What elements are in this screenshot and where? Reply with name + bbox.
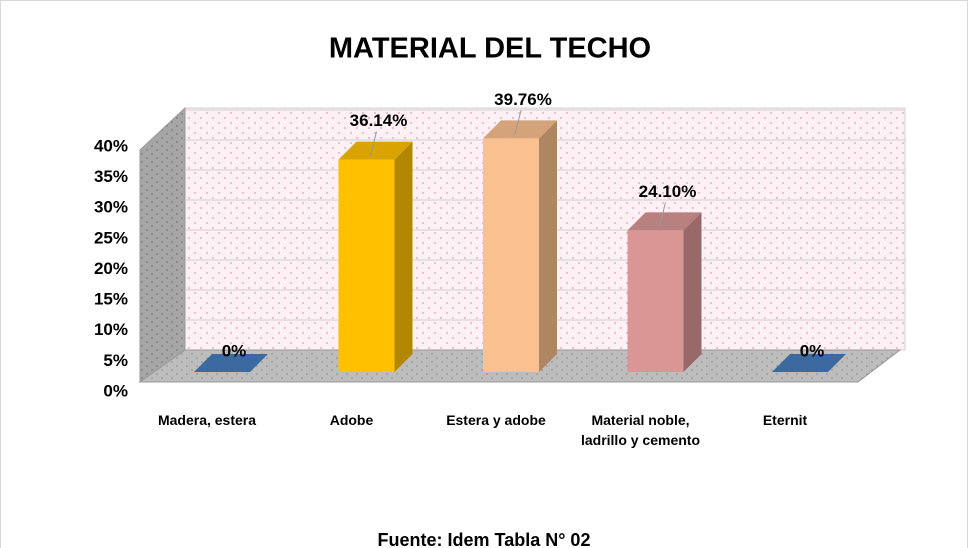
chart-title: MATERIAL DEL TECHO (329, 33, 651, 65)
bar-side (394, 141, 413, 372)
bar-top (483, 120, 557, 139)
y-tick-label: 40% (94, 136, 128, 155)
y-tick-label: 15% (94, 290, 128, 309)
value-label: 0% (222, 341, 247, 360)
leader-line (370, 131, 377, 156)
y-tick-label: 30% (94, 198, 128, 217)
y-tick-label: 20% (94, 259, 128, 278)
bar-top (194, 354, 268, 372)
bar-side (539, 120, 557, 372)
source: Fuente: Idem Tabla N° 02 (378, 530, 591, 548)
value-label: 0% (800, 341, 825, 360)
y-tick-label: 35% (94, 167, 128, 186)
value-label: 36.14% (350, 111, 408, 130)
y-tick-label: 25% (94, 228, 128, 247)
y-tick-label: 0% (103, 381, 128, 400)
x-tick-label: Madera, estera (157, 412, 257, 428)
x-tick-label: Eternit (762, 412, 808, 428)
x-tick-label: Estera y adobe (446, 412, 546, 428)
bar-side (683, 212, 702, 372)
bar-top (772, 354, 846, 372)
leader-line (659, 202, 666, 227)
bar-top (338, 141, 413, 160)
bar (338, 159, 395, 372)
value-label: 24.10% (639, 182, 697, 201)
bar-top (627, 212, 702, 231)
y-tick-label: 10% (94, 320, 128, 339)
x-tick-label: Adobe (329, 412, 374, 428)
bar (483, 138, 539, 372)
bar (627, 230, 684, 372)
x-tick-label: Material noble, ladrillo y cemento (580, 412, 701, 448)
y-tick-label: 5% (103, 351, 128, 370)
leader-line (514, 110, 522, 135)
side-wall (139, 106, 186, 383)
value-label: 39.76% (494, 90, 552, 109)
